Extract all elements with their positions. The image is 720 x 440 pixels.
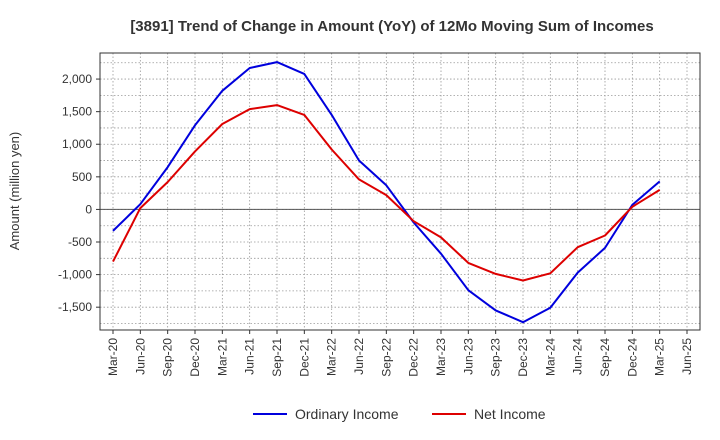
x-tick-label: Mar-23 [434,338,448,376]
x-tick-label: Mar-20 [106,338,120,376]
x-tick-label: Jun-24 [571,338,585,375]
x-tick-label: Jun-22 [352,338,366,375]
y-tick-label: 1,000 [62,137,92,151]
x-tick-label: Dec-23 [516,338,530,377]
x-tick-label: Mar-25 [653,338,667,376]
grid-lines [100,53,700,330]
legend-item-net-income[interactable]: Net Income [432,406,546,422]
plot-border [99,52,701,331]
x-tick-label: Jun-20 [133,338,147,375]
legend-item-ordinary-income[interactable]: Ordinary Income [253,406,399,422]
x-tick-label: Dec-21 [297,338,311,377]
y-axis-ticks: 2,000 1,500 1,000 500 0 -500 -1,000 -1,500 [58,72,100,314]
y-tick-label: -500 [68,235,92,249]
chart-title: [3891] Trend of Change in Amount (YoY) o… [130,18,653,35]
y-tick-label: 2,000 [62,72,92,86]
x-tick-label: Jun-23 [461,338,475,375]
x-tick-label: Sep-23 [489,338,503,377]
x-tick-label: Jun-21 [243,338,257,375]
plot-area [100,53,700,330]
series-line-net-income [112,104,661,282]
x-tick-label: Dec-24 [625,338,639,377]
legend-label-ordinary-income: Ordinary Income [295,406,399,422]
x-tick-label: Mar-22 [325,338,339,376]
x-tick-label: Mar-21 [215,338,229,376]
y-tick-label: -1,000 [58,268,92,282]
series-lines [112,61,661,324]
series-line-ordinary-income [112,61,661,324]
x-axis-ticks: Mar-20 Jun-20 Sep-20 Dec-20 Mar-21 Jun-21 Sep-… [106,330,694,377]
legend-label-net-income: Net Income [474,406,546,422]
x-tick-label: Sep-21 [270,338,284,377]
y-axis-label: Amount (million yen) [7,132,22,251]
x-tick-label: Dec-22 [407,338,421,377]
x-tick-label: Sep-22 [379,338,393,377]
y-tick-label: 0 [85,202,92,216]
x-tick-label: Dec-20 [188,338,202,377]
y-tick-label: 1,500 [62,105,92,119]
y-tick-label: 500 [72,170,92,184]
legend: Ordinary Income Net Income [253,406,546,422]
x-tick-label: Sep-24 [598,338,612,377]
x-tick-label: Mar-24 [543,338,557,376]
y-tick-label: -1,500 [58,300,92,314]
x-tick-label: Sep-20 [161,338,175,377]
x-tick-label: Jun-25 [680,338,694,375]
